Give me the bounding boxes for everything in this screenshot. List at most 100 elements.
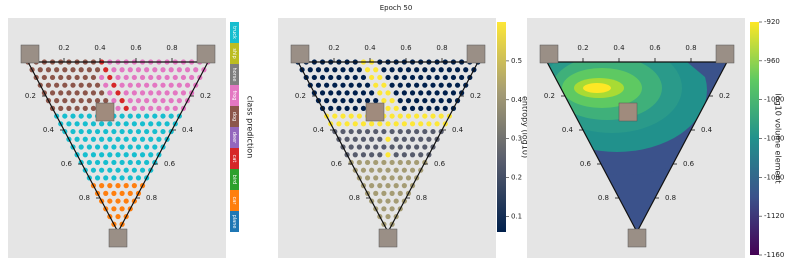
dot bbox=[364, 128, 371, 135]
dot bbox=[66, 74, 72, 81]
dot bbox=[156, 121, 162, 127]
dot bbox=[401, 121, 407, 127]
dot bbox=[414, 98, 420, 104]
dot bbox=[82, 105, 88, 111]
dot bbox=[131, 74, 137, 81]
dot bbox=[414, 144, 420, 150]
dot bbox=[360, 167, 367, 173]
dot bbox=[405, 128, 412, 135]
dot bbox=[139, 90, 146, 96]
dot bbox=[103, 98, 109, 104]
dot bbox=[131, 183, 137, 189]
dot bbox=[94, 128, 101, 135]
dot bbox=[58, 74, 64, 81]
dot bbox=[123, 152, 129, 158]
colorbar-category: horse bbox=[231, 68, 237, 82]
dot bbox=[414, 159, 420, 166]
dot bbox=[360, 90, 367, 96]
tick-label: 0.2 bbox=[719, 92, 730, 100]
colorbar-swatch bbox=[230, 211, 239, 232]
dot bbox=[131, 167, 137, 173]
dot bbox=[180, 74, 187, 81]
dot bbox=[99, 167, 105, 173]
dot bbox=[405, 67, 412, 73]
dot bbox=[156, 90, 162, 96]
dot bbox=[389, 175, 395, 181]
dot bbox=[135, 98, 142, 104]
dot bbox=[381, 175, 387, 181]
dot bbox=[369, 74, 375, 81]
colorbar bbox=[750, 22, 759, 255]
dot bbox=[422, 128, 428, 135]
dot bbox=[148, 74, 154, 81]
corner-image bbox=[108, 228, 128, 248]
dot bbox=[381, 144, 387, 150]
tick-label: 0.6 bbox=[683, 160, 695, 168]
dot bbox=[393, 183, 399, 189]
dot bbox=[352, 105, 358, 111]
dot bbox=[348, 113, 354, 119]
dot bbox=[389, 128, 395, 135]
dot bbox=[115, 74, 121, 81]
dot bbox=[111, 128, 117, 135]
tick-label: 0.8 bbox=[166, 44, 177, 52]
dot bbox=[54, 82, 60, 88]
dot bbox=[54, 67, 60, 73]
dot bbox=[438, 98, 444, 104]
dot bbox=[115, 121, 121, 127]
tick-label: 0.4 bbox=[364, 44, 376, 52]
dot bbox=[307, 67, 313, 73]
dot bbox=[352, 90, 358, 96]
dot bbox=[426, 74, 432, 81]
dot bbox=[115, 213, 121, 220]
dot bbox=[373, 67, 379, 73]
tick-label: 0.2 bbox=[295, 92, 306, 100]
dot bbox=[107, 167, 113, 173]
dot bbox=[430, 128, 436, 135]
colorbar-tick-label: -920 bbox=[764, 18, 780, 26]
colorbar-category: car bbox=[231, 197, 237, 206]
dot bbox=[123, 105, 129, 111]
dot bbox=[377, 183, 383, 189]
dot bbox=[54, 98, 60, 104]
tick-label: 0.4 bbox=[313, 126, 325, 134]
dot bbox=[340, 98, 346, 104]
dot bbox=[324, 82, 330, 88]
dot bbox=[86, 128, 92, 135]
dot bbox=[385, 121, 391, 127]
colorbar-label: class prediction bbox=[246, 96, 255, 159]
dot bbox=[315, 67, 322, 73]
dot bbox=[123, 198, 129, 204]
dot bbox=[144, 128, 150, 135]
dot bbox=[123, 74, 129, 81]
dot bbox=[418, 121, 424, 127]
dot bbox=[377, 167, 383, 173]
dot bbox=[82, 136, 88, 142]
dot bbox=[115, 183, 121, 189]
corner-image bbox=[715, 44, 735, 64]
dot bbox=[103, 82, 109, 88]
tick-label: 0.2 bbox=[58, 44, 69, 52]
dot bbox=[127, 82, 133, 88]
dot bbox=[86, 82, 92, 88]
dot bbox=[373, 128, 379, 135]
dot bbox=[123, 183, 129, 189]
dot bbox=[111, 159, 117, 166]
dot bbox=[119, 144, 125, 150]
corner-image bbox=[196, 44, 216, 64]
dot bbox=[127, 67, 133, 73]
dot bbox=[99, 90, 105, 96]
dot bbox=[111, 190, 117, 196]
dot bbox=[115, 105, 121, 111]
dot bbox=[66, 90, 72, 96]
dot bbox=[405, 98, 412, 104]
colorbar-swatch bbox=[230, 190, 239, 211]
dot bbox=[66, 105, 72, 111]
dot bbox=[348, 128, 354, 135]
dot bbox=[352, 74, 358, 81]
dot bbox=[148, 152, 154, 158]
dot bbox=[127, 190, 133, 196]
dot bbox=[152, 144, 158, 150]
dot bbox=[336, 105, 342, 111]
dot bbox=[422, 67, 428, 73]
